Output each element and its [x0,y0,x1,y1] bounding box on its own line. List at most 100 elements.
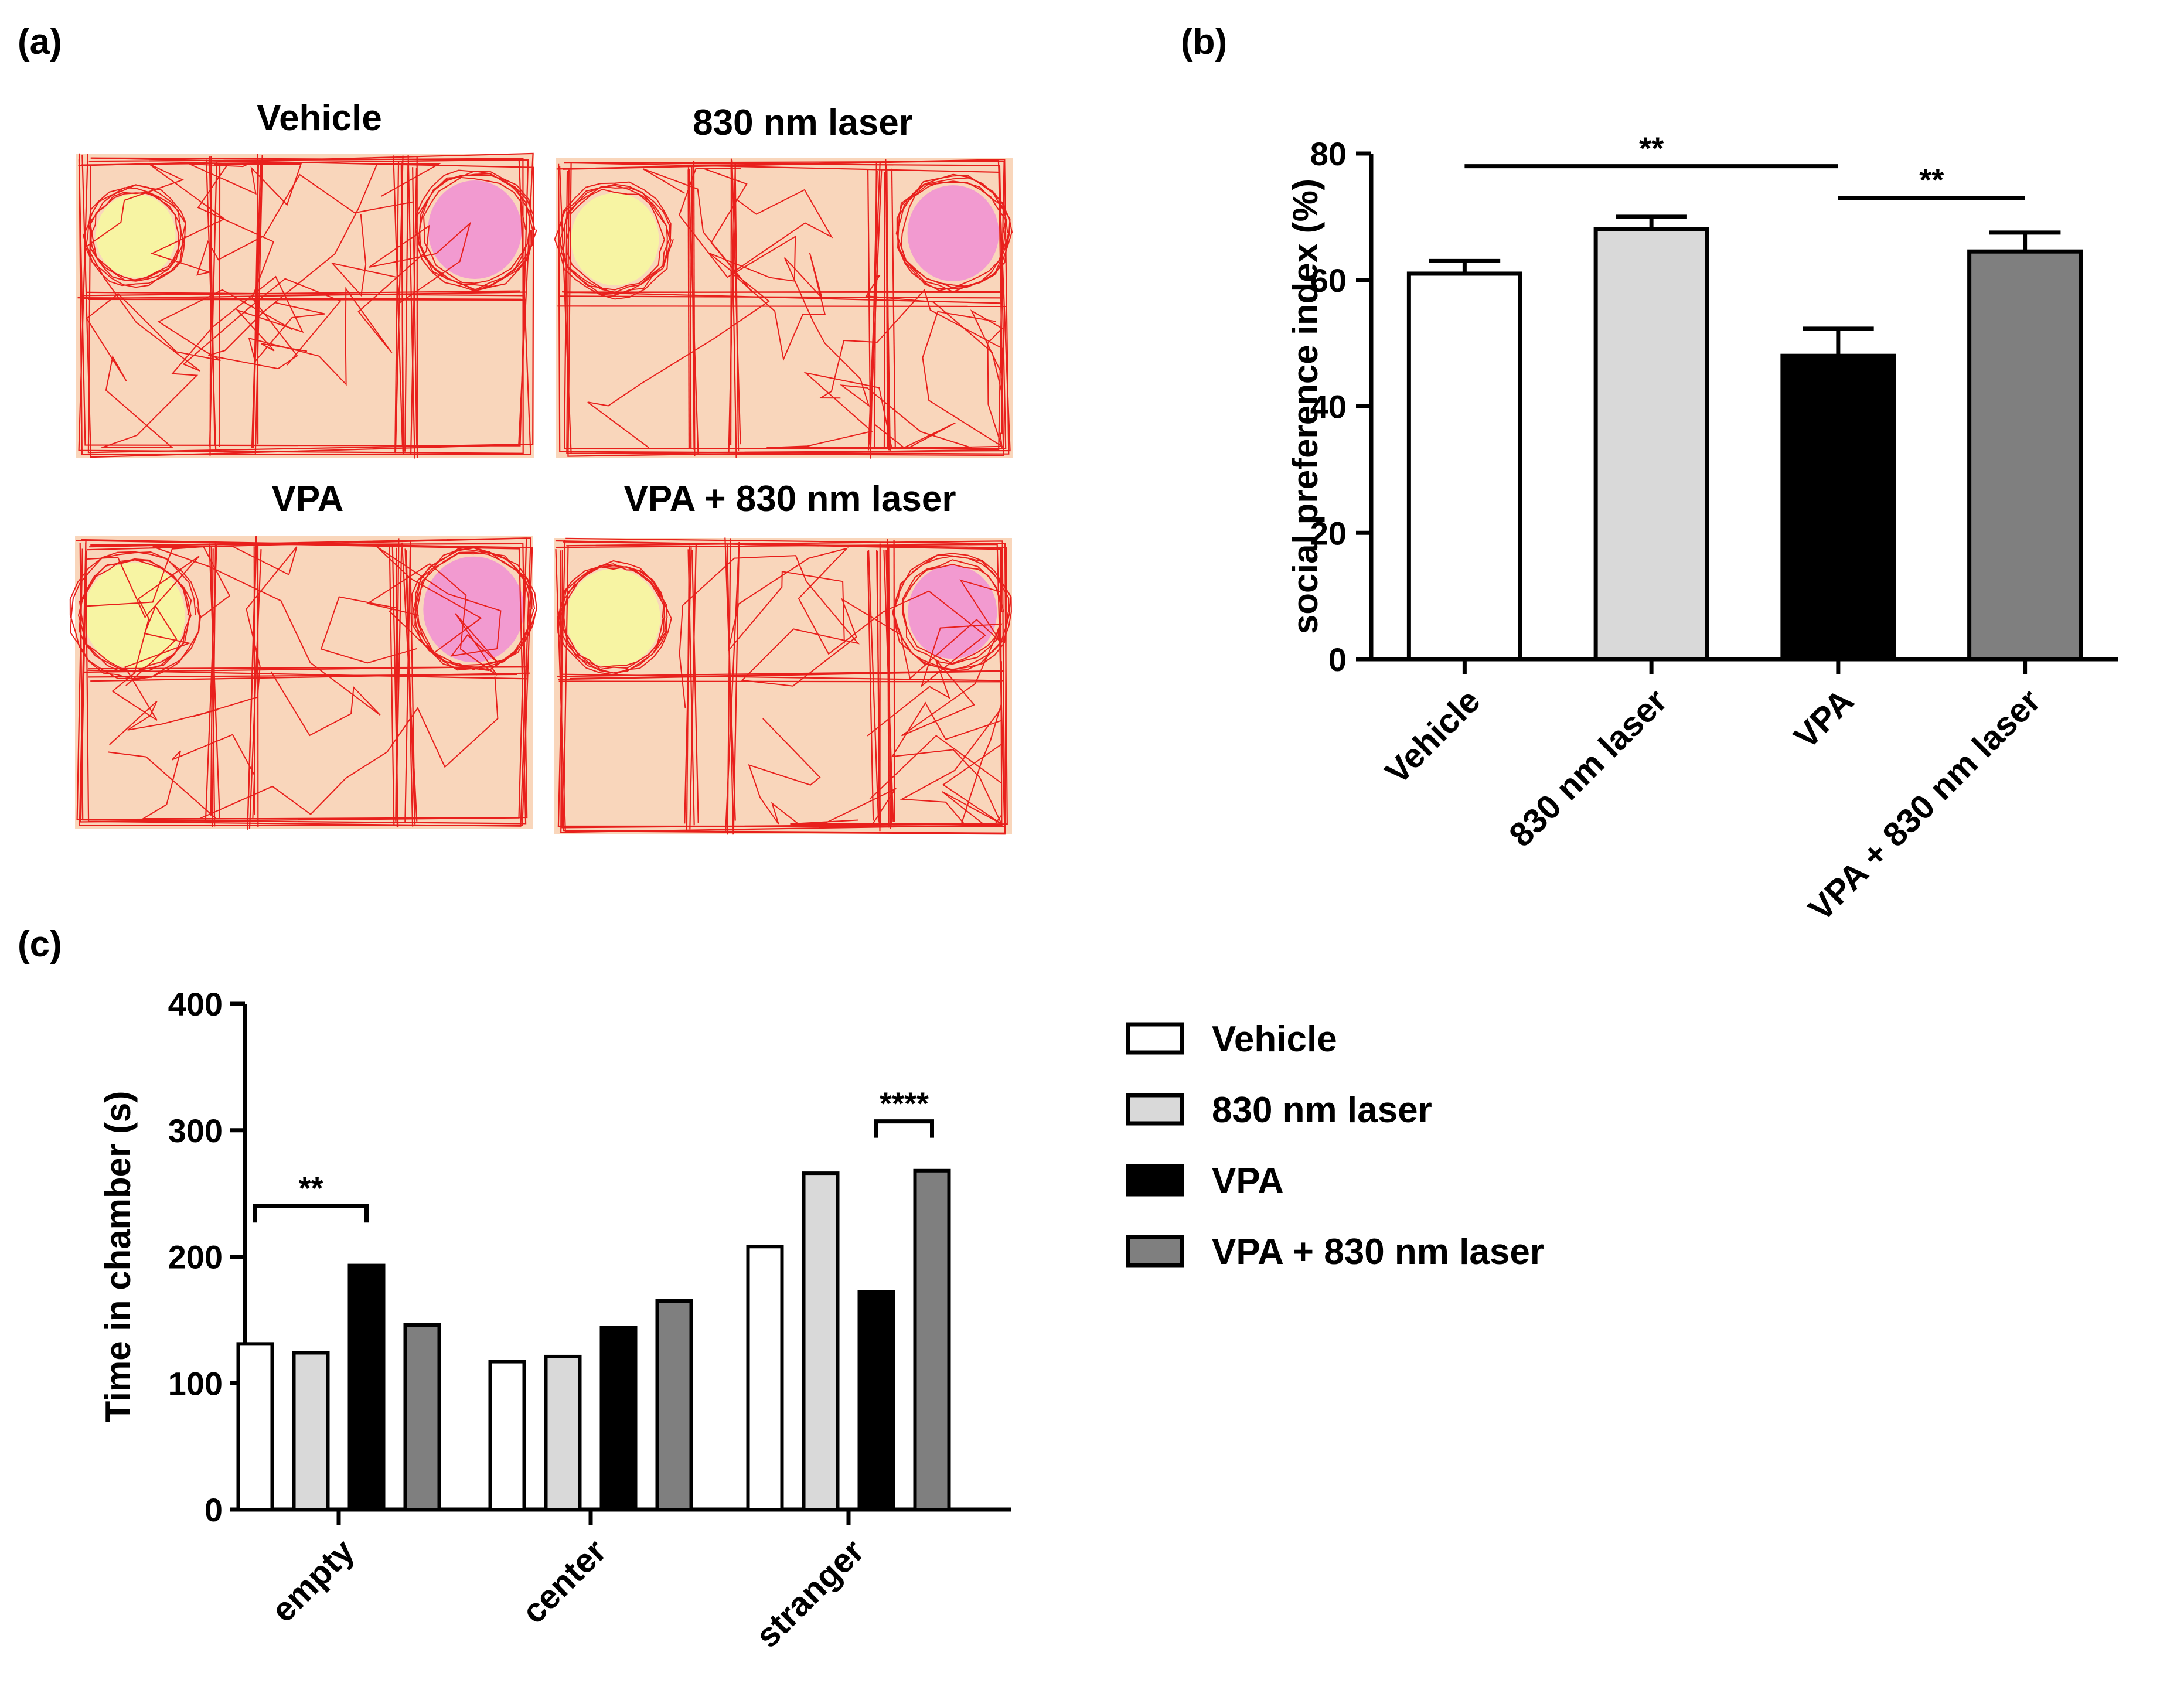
tracking-path [748,718,1002,825]
bar-center-vpa [599,1326,638,1512]
y-tick-label: 400 [168,986,223,1023]
arena-title-laser: 830 nm laser [693,103,913,143]
tracking-path [86,275,308,448]
x-tick-label-center: center [515,1532,614,1631]
tracking-path [689,544,697,830]
tracking-path [189,163,441,370]
bar-empty-vehicle [236,1342,274,1511]
empty-cup-zone [571,193,659,285]
tracking-path [687,167,699,454]
legend: Vehicle 830 nm laser VPA VPA + 830 nm la… [1126,1019,1544,1272]
tracking-path [79,539,533,826]
tracking-path [391,546,399,827]
tracking-path [407,155,415,459]
bar-center-vehicle [488,1360,526,1512]
tracking-path [409,550,416,825]
bar-center-vpa-830-nm-laser [655,1299,693,1511]
tracking-path [78,559,192,672]
stranger-cup-zone [908,565,997,659]
y-tick-label: 100 [168,1365,223,1402]
tracking-path [893,553,1012,670]
legend-label-vpa-laser: VPA + 830 nm laser [1212,1232,1544,1272]
y-tick-label: 20 [1310,515,1347,551]
tracking-path [869,168,883,445]
tracking-path [560,185,670,295]
tracking-path [87,291,524,297]
tracking-path [883,172,886,447]
tracking-path [210,548,214,816]
legend-swatch-laser [1126,1093,1184,1126]
tracking-path [877,551,880,825]
tracking-path [563,162,1007,449]
arena-title-vpa-laser: VPA + 830 nm laser [624,479,956,519]
tracking-path [558,670,1005,680]
tracking-path [413,547,534,670]
bar-stranger-vpa-830-nm-laser [913,1168,951,1512]
tracking-path [77,558,190,673]
x-tick-label-vehicle: Vehicle [1378,682,1487,791]
bar-center-830-nm-laser [544,1354,582,1511]
tracking-path [210,546,216,827]
tracking-path [78,154,524,454]
legend-swatch-vpa [1126,1164,1184,1197]
tracking-path [893,540,895,822]
empty-cup-zone [96,194,176,278]
stranger-cup-zone [907,185,999,281]
y-axis-title: Time in chamber (s) [98,1091,138,1423]
tracking-path [897,175,1010,290]
arena-title-vehicle: Vehicle [257,98,382,138]
tracking-path [727,538,731,835]
bar-830-nm-laser [1593,227,1709,662]
empty-cup-zone [84,562,185,669]
significance-bracket-1 [874,1119,934,1138]
tracking-path [728,163,736,453]
arena-title-vpa: VPA [272,479,344,519]
significance-label-0: ** [1639,131,1664,166]
tracking-path [902,559,1004,665]
legend-swatch-vpa-laser [1126,1235,1184,1268]
y-tick-label: 300 [168,1112,223,1149]
tracking-path [557,560,672,676]
tracking-path [90,672,530,682]
tracking-path [412,167,418,447]
significance-label-1: ** [1919,163,1944,198]
tracking-path [108,676,499,819]
x-tick-label-830-nm-laser: 830 nm laser [1502,682,1674,854]
significance-label-0: ** [298,1171,323,1206]
empty-cup-zone [566,568,660,667]
tracking-path [566,189,666,291]
tracking-path [423,176,531,284]
significance-label-1: **** [880,1086,929,1122]
tracking-path [247,541,257,819]
arena-vehicle [76,152,537,459]
stranger-cup-zone [423,556,524,663]
tracking-path [85,184,186,288]
tracking-path [209,162,217,447]
tracking-path [389,547,395,825]
tracking-path [83,666,524,673]
tracking-path [419,170,536,291]
y-tick-label: 80 [1310,135,1347,172]
tracking-path [684,547,692,824]
tracking-path [901,564,1003,665]
tracking-path [724,537,736,821]
legend-swatch-vehicle [1126,1022,1184,1055]
bar-vehicle [1406,271,1522,662]
panel-c-label: (c) [18,924,62,965]
tracking-path [410,168,417,455]
tracking-path [559,162,1004,456]
tracking-path [558,563,667,674]
arena-laser [554,158,1013,459]
bar-vpa [1780,353,1896,662]
tracking-path [404,540,411,823]
legend-label-vpa: VPA [1212,1161,1284,1201]
tracking-path [867,550,874,821]
tracking-path [687,549,695,826]
panel-a-label: (a) [18,22,62,62]
bar-vpa-830-nm-laser [1967,249,2083,662]
tracking-path [818,275,1003,448]
x-tick-label-vpa: VPA [1787,682,1861,756]
tracking-path [891,168,896,447]
tracking-path [395,538,400,822]
